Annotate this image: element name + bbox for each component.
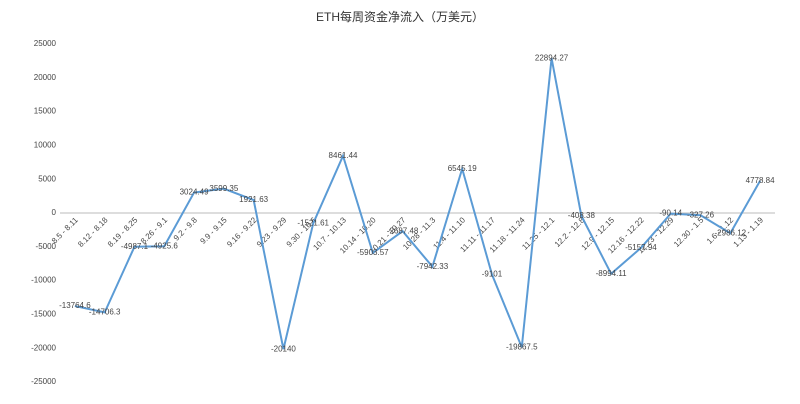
data-label: -4987.1 xyxy=(121,242,149,251)
data-label: -5903.57 xyxy=(357,248,389,257)
x-tick-label: 12.30 - 1.5 xyxy=(672,215,706,249)
data-label: -408.38 xyxy=(568,211,596,220)
data-label: 1921.63 xyxy=(239,195,268,204)
data-label: 8461.44 xyxy=(329,151,358,160)
data-label: -5157.94 xyxy=(625,243,657,252)
data-label: -14706.3 xyxy=(89,308,121,317)
data-label: 3599.35 xyxy=(209,184,238,193)
data-label: -4925.6 xyxy=(151,241,179,250)
data-label: 6545.19 xyxy=(448,164,477,173)
y-tick-label: -20000 xyxy=(31,343,56,352)
data-label: -1521.61 xyxy=(297,218,329,227)
data-label: -2687.48 xyxy=(387,226,419,235)
x-tick-label: 8.5 - 8.11 xyxy=(50,215,80,245)
x-tick-label: 8.12 - 8.18 xyxy=(76,215,110,249)
y-tick-label: 0 xyxy=(52,208,57,217)
y-tick-label: -5000 xyxy=(36,242,57,251)
y-tick-label: -10000 xyxy=(31,276,56,285)
series-line xyxy=(74,58,761,350)
data-label: 3024.49 xyxy=(180,188,209,197)
data-label: -2986.12 xyxy=(715,228,747,237)
x-tick-label: 9.16 - 9.22 xyxy=(225,215,259,249)
chart-title: ETH每周资金净流入（万美元） xyxy=(316,9,484,24)
data-label: -9101 xyxy=(482,270,503,279)
data-label: -327.26 xyxy=(687,210,715,219)
y-tick-label: 5000 xyxy=(38,174,56,183)
data-label: -7942.33 xyxy=(417,262,449,271)
y-tick-label: -15000 xyxy=(31,310,56,319)
data-label: 4778.84 xyxy=(746,176,775,185)
y-tick-label: 25000 xyxy=(34,39,57,48)
x-tick-label: 11.25 - 12.1 xyxy=(520,215,557,252)
y-tick-label: -25000 xyxy=(31,377,56,386)
x-tick-label: 9.2 - 9.8 xyxy=(172,215,200,243)
data-label: 22894.27 xyxy=(535,53,569,62)
y-tick-label: 20000 xyxy=(34,73,57,82)
y-tick-label: 15000 xyxy=(34,107,57,116)
y-tick-label: 10000 xyxy=(34,141,57,150)
data-label: -19867.5 xyxy=(506,342,538,351)
data-label: -90.14 xyxy=(659,209,682,218)
x-tick-label: 9.9 - 9.15 xyxy=(198,215,229,246)
data-label: -8994.11 xyxy=(596,269,628,278)
data-label: -20140 xyxy=(271,344,296,353)
data-label: -13764.6 xyxy=(59,301,91,310)
